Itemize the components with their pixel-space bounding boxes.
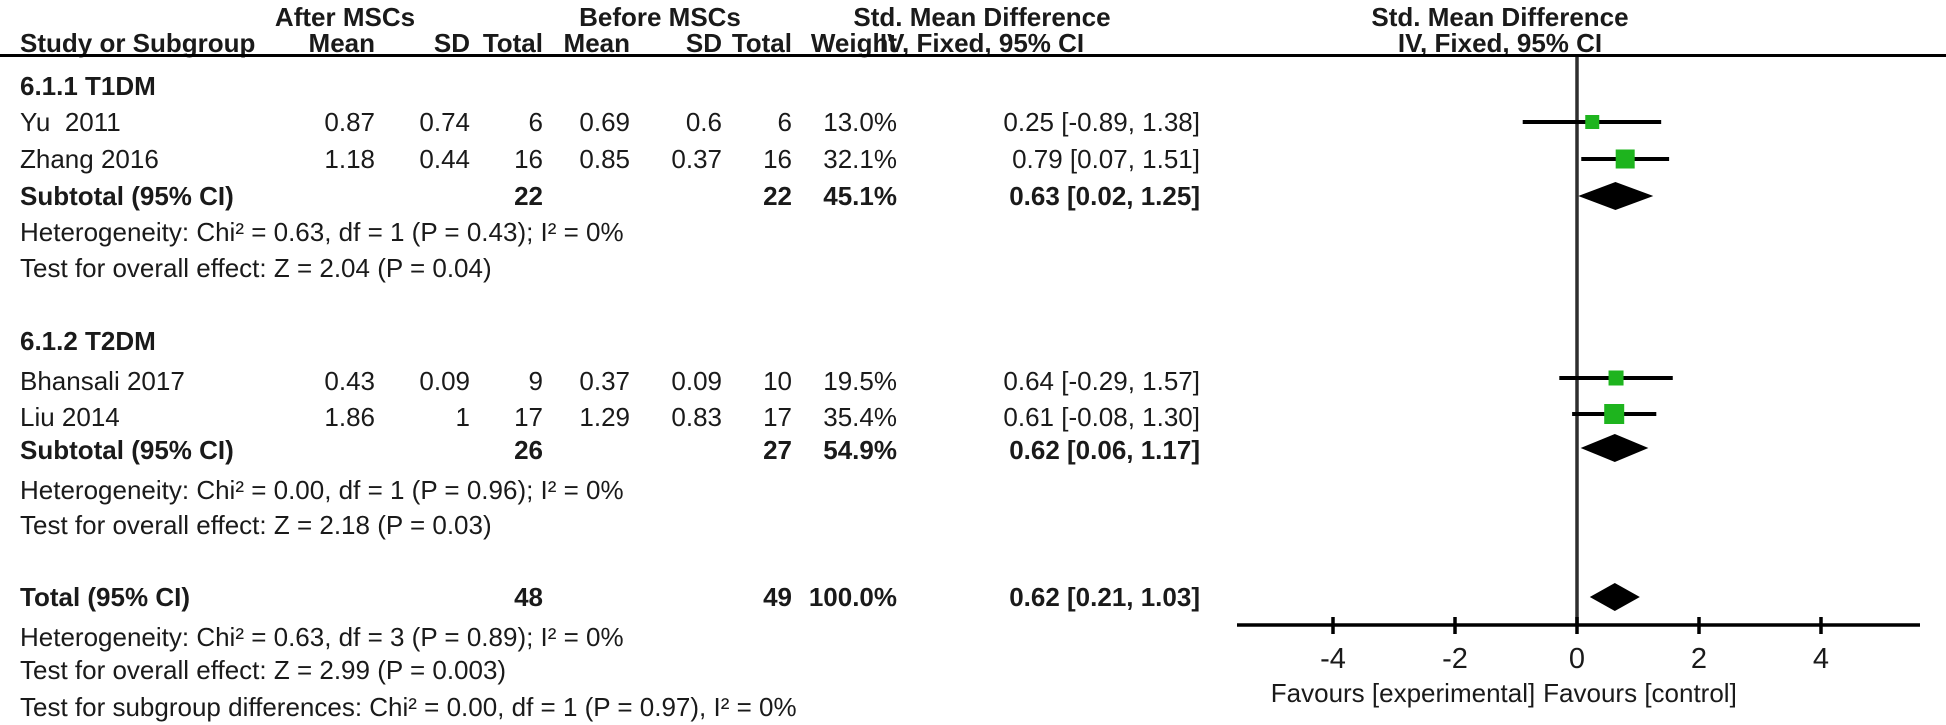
mean1-value: 0.87	[324, 107, 375, 137]
section-heading-t2dm: 6.1.2 T2DM	[20, 326, 156, 356]
subtotal-label: Subtotal (95% CI)	[20, 435, 234, 465]
mean2-value: 1.29	[579, 402, 630, 432]
favours-experimental-label: Favours [experimental]	[1271, 678, 1535, 708]
sd1-value: 0.74	[419, 107, 470, 137]
favours-control-label: Favours [control]	[1543, 678, 1737, 708]
overall-effect-t1dm: Test for overall effect: Z = 2.04 (P = 0…	[20, 253, 492, 283]
ci-value: 0.62 [0.21, 1.03]	[1009, 582, 1200, 612]
column-header-total2: Total	[731, 28, 792, 58]
ci-value: 0.79 [0.07, 1.51]	[1012, 144, 1200, 174]
study-label: Bhansali 2017	[20, 366, 185, 396]
study-label: Liu 2014	[20, 402, 120, 432]
weight-value: 19.5%	[823, 366, 897, 396]
column-header-study: Study or Subgroup	[20, 28, 256, 58]
x-axis-tick-label: -4	[1320, 643, 1346, 675]
weight-value: 35.4%	[823, 402, 897, 432]
column-header-sd2: SD	[685, 28, 722, 58]
ci-value: 0.61 [-0.08, 1.30]	[1003, 402, 1200, 432]
heterogeneity-t1dm: Heterogeneity: Chi² = 0.63, df = 1 (P = …	[20, 217, 624, 247]
weight-value: 13.0%	[823, 107, 897, 137]
mean1-value: 1.86	[324, 402, 375, 432]
column-header-mean2: Mean	[563, 28, 630, 58]
sd1-value: 0.44	[419, 144, 470, 174]
pooled-diamond-total	[1589, 583, 1640, 611]
total1-value: 6	[528, 107, 543, 137]
effect-marker-yu-2011	[1585, 115, 1600, 129]
weight-value: 100.0%	[808, 582, 897, 612]
total1-value: 9	[528, 366, 543, 396]
overall-effect-t2dm: Test for overall effect: Z = 2.18 (P = 0…	[20, 510, 492, 540]
total1-value: 16	[514, 144, 543, 174]
heterogeneity-total: Heterogeneity: Chi² = 0.63, df = 3 (P = …	[20, 622, 624, 652]
ci-value: 0.64 [-0.29, 1.57]	[1003, 366, 1200, 396]
pooled-diamond-subtotal-t2dm	[1580, 434, 1649, 462]
section-heading-t1dm: 6.1.1 T1DM	[20, 71, 156, 101]
column-header-sd1: SD	[433, 28, 470, 58]
mean2-value: 0.85	[579, 144, 630, 174]
subgroup-differences: Test for subgroup differences: Chi² = 0.…	[20, 692, 797, 722]
weight-value: 32.1%	[823, 144, 897, 174]
sd2-value: 0.37	[671, 144, 722, 174]
total2-value: 22	[763, 181, 792, 211]
sd2-value: 0.09	[671, 366, 722, 396]
sd1-value: 0.09	[419, 366, 470, 396]
total2-value: 10	[763, 366, 792, 396]
total1-value: 22	[514, 181, 543, 211]
effect-header-right-line1: Std. Mean Difference	[1371, 2, 1629, 32]
effect-header-right-line2: IV, Fixed, 95% CI	[1397, 28, 1603, 58]
mean2-value: 0.37	[579, 366, 630, 396]
header-rule	[0, 54, 1946, 57]
ci-value: 0.25 [-0.89, 1.38]	[1003, 107, 1200, 137]
total2-value: 49	[763, 582, 792, 612]
total1-value: 26	[514, 435, 543, 465]
x-axis-tick-label: -2	[1442, 643, 1468, 675]
total1-value: 17	[514, 402, 543, 432]
total2-value: 27	[763, 435, 792, 465]
column-header-mean1: Mean	[308, 28, 375, 58]
column-header-total1: Total	[482, 28, 543, 58]
effect-marker-bhansali-2017	[1608, 370, 1624, 386]
x-axis-tick-label: 4	[1813, 643, 1829, 675]
effect-marker-liu-2014	[1604, 404, 1625, 424]
x-axis-tick-label: 0	[1569, 643, 1585, 675]
subtotal-label: Subtotal (95% CI)	[20, 181, 234, 211]
weight-value: 54.9%	[823, 435, 897, 465]
effect-marker-zhang-2016	[1615, 149, 1635, 169]
pooled-diamond-subtotal-t1dm	[1578, 182, 1654, 210]
ci-value: 0.62 [0.06, 1.17]	[1009, 435, 1200, 465]
group-header-after-mscs: After MSCs	[274, 2, 416, 32]
effect-header-left-line1: Std. Mean Difference	[853, 2, 1111, 32]
total2-value: 16	[763, 144, 792, 174]
total-label: Total (95% CI)	[20, 582, 190, 612]
ci-value: 0.63 [0.02, 1.25]	[1009, 181, 1200, 211]
column-header-weight: Weight	[810, 28, 897, 58]
group-header-before-mscs: Before MSCs	[579, 2, 741, 32]
mean1-value: 1.18	[324, 144, 375, 174]
total1-value: 48	[514, 582, 543, 612]
effect-header-left-line2: IV, Fixed, 95% CI	[879, 28, 1085, 58]
heterogeneity-t2dm: Heterogeneity: Chi² = 0.00, df = 1 (P = …	[20, 475, 624, 505]
overall-effect-total: Test for overall effect: Z = 2.99 (P = 0…	[20, 655, 507, 685]
x-axis-tick-label: 2	[1691, 643, 1707, 675]
study-label: Yu 2011	[20, 107, 121, 137]
mean1-value: 0.43	[324, 366, 375, 396]
sd2-value: 0.83	[671, 402, 722, 432]
sd2-value: 0.6	[685, 107, 722, 137]
total2-value: 17	[763, 402, 792, 432]
total2-value: 6	[777, 107, 792, 137]
study-label: Zhang 2016	[20, 144, 159, 174]
weight-value: 45.1%	[823, 181, 897, 211]
sd1-value: 1	[455, 402, 470, 432]
mean2-value: 0.69	[579, 107, 630, 137]
